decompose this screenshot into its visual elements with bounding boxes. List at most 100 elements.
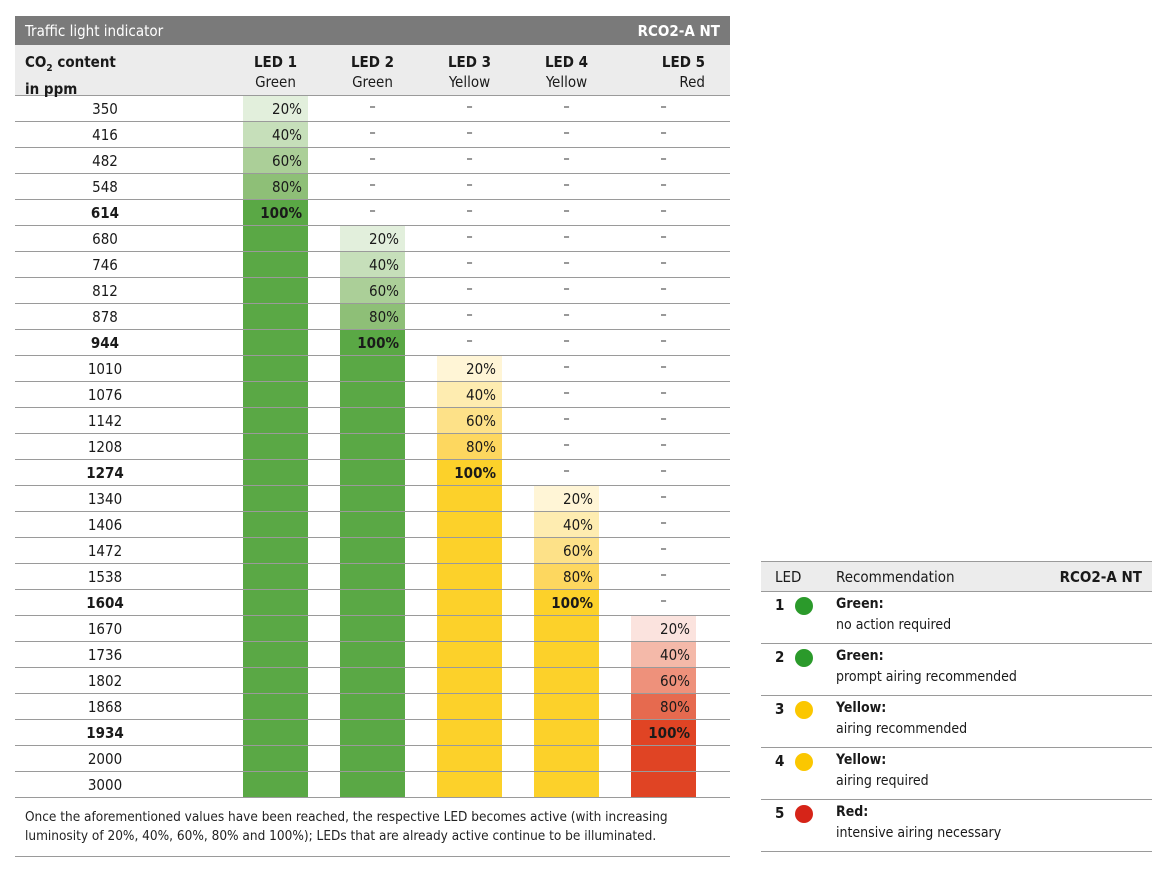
table-row: 680 20% – – – [15,226,730,252]
ppm-value: 614 [90,204,120,222]
led-off-dash: – [660,515,667,531]
led-off-dash: – [563,255,570,271]
led-active-cell [437,616,502,641]
led-off-dash: – [466,99,473,115]
footnote-line-2: luminosity of 20%, 40%, 60%, 80% and 100… [25,828,657,844]
led-active-cell [340,486,405,511]
luminosity-percent: 60% [660,672,690,690]
traffic-light-table: Traffic light indicator RCO2-A NT CO2 co… [15,16,730,857]
luminosity-percent: 20% [272,100,302,118]
led-luminosity-cell: 20% [631,616,696,641]
led-off-dash: – [466,333,473,349]
led-off-dash: – [660,463,667,479]
led-off-dash: – [369,99,376,115]
luminosity-percent: 100% [551,594,593,612]
ppm-value: 1010 [87,360,123,378]
ppm-value: 1538 [87,568,123,586]
led-active-cell [243,408,308,433]
led-active-cell [437,512,502,537]
led-active-cell [243,590,308,615]
led-active-cell [631,746,696,771]
led-off-dash: – [660,333,667,349]
co2-column-header: CO2 content in ppm [25,53,116,98]
led-active-cell [243,772,308,797]
led-active-cell [340,408,405,433]
table-row: 614 100% – – – – [15,200,730,226]
led-active-cell [340,694,405,719]
led-active-cell [437,694,502,719]
ppm-value: 548 [92,178,118,196]
ppm-value: 1472 [87,542,123,560]
led-active-cell [243,382,308,407]
ppm-value: 1934 [86,724,124,742]
legend-col-recommendation: Recommendation [836,568,955,586]
table-row: 1472 60% – [15,538,730,564]
led-column-header-2: LED 2 Green [340,52,405,92]
led-active-cell [534,746,599,771]
luminosity-percent: 100% [454,464,496,482]
led-off-dash: – [563,307,570,323]
led-off-dash: – [369,177,376,193]
table-row: 3000 [15,772,730,798]
led-luminosity-cell: 40% [631,642,696,667]
table-row: 878 80% – – – [15,304,730,330]
ppm-value: 680 [92,230,118,248]
luminosity-percent: 40% [563,516,593,534]
legend-color-name: Green: [836,648,884,664]
led-off-dash: – [466,203,473,219]
led-off-dash: – [466,151,473,167]
led-luminosity-cell: 20% [340,226,405,251]
led-label: LED 2 [350,53,395,71]
luminosity-percent: 40% [369,256,399,274]
legend-col-led: LED [775,568,802,586]
led-active-cell [243,746,308,771]
luminosity-percent: 60% [272,152,302,170]
ppm-value: 1802 [87,672,123,690]
led-active-cell [340,746,405,771]
led-active-cell [243,304,308,329]
luminosity-percent: 40% [660,646,690,664]
led-luminosity-cell: 100% [534,590,599,615]
legend-color-name: Green: [836,596,884,612]
led-active-cell [243,720,308,745]
led-active-cell [437,642,502,667]
led-active-cell [243,226,308,251]
led-off-dash: – [466,125,473,141]
legend-row: 3 Yellow: airing recommended [761,696,1152,748]
led-active-cell [340,564,405,589]
led-active-cell [243,330,308,355]
led-off-dash: – [563,463,570,479]
luminosity-percent: 80% [563,568,593,586]
table-row: 1010 20% – – [15,356,730,382]
led-active-cell [340,616,405,641]
led-off-dash: – [660,255,667,271]
legend-recommendation: prompt airing recommended [836,669,1017,685]
led-off-dash: – [466,307,473,323]
table-row: 746 40% – – – [15,252,730,278]
green-dot-icon [795,649,813,667]
luminosity-percent: 40% [466,386,496,404]
table-row: 1142 60% – – [15,408,730,434]
table-row: 2000 [15,746,730,772]
led-active-cell [340,720,405,745]
table-title: Traffic light indicator [25,22,164,40]
led-luminosity-cell: 100% [243,200,308,225]
red-dot-icon [795,805,813,823]
led-off-dash: – [660,281,667,297]
led-active-cell [534,642,599,667]
table-title-bar: Traffic light indicator RCO2-A NT [15,16,730,45]
led-column-header-4: LED 4 Yellow [534,52,599,92]
led-active-cell [340,590,405,615]
legend-recommendation: airing recommended [836,721,968,737]
ppm-value: 2000 [87,750,123,768]
table-row: 1076 40% – – [15,382,730,408]
luminosity-percent: 20% [660,620,690,638]
led-off-dash: – [660,593,667,609]
led-luminosity-cell: 80% [631,694,696,719]
ppm-value: 1868 [87,698,123,716]
recommendation-legend: LED Recommendation RCO2-A NT 1 Green: no a… [761,561,1152,852]
led-number: 1 [775,596,785,614]
table-row: 1802 60% [15,668,730,694]
table-row: 416 40% – – – – [15,122,730,148]
legend-row: 2 Green: prompt airing recommended [761,644,1152,696]
